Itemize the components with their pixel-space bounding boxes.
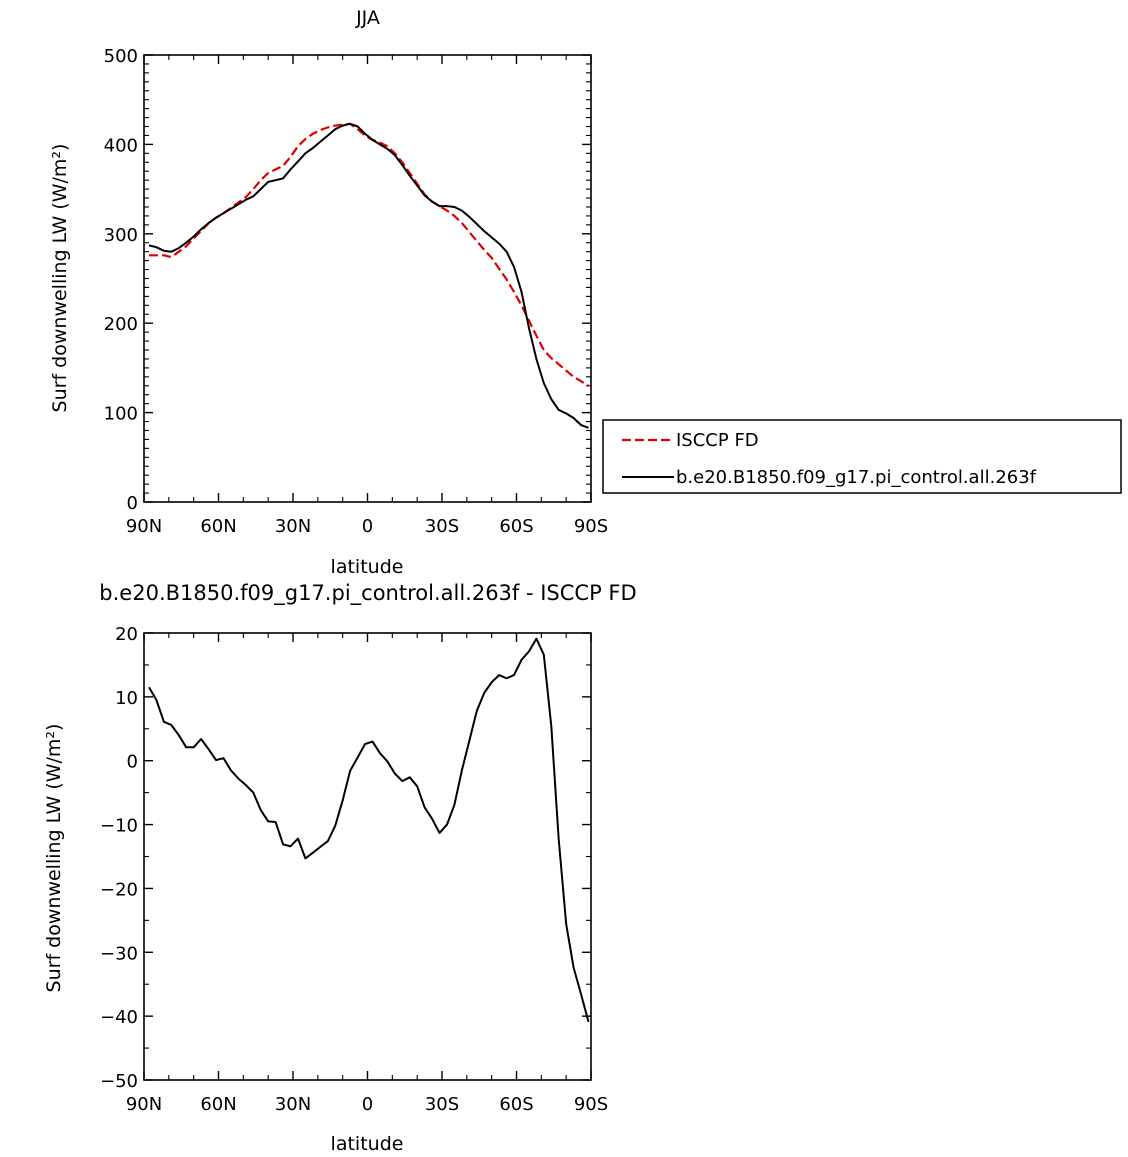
legend-entry-model: b.e20.B1850.f09_g17.pi_control.all.263f [676,467,1037,488]
top-x-tick-label: 30N [275,516,311,537]
top-x-tick-label: 90N [126,516,162,537]
bottom-x-tick-label: 30N [275,1094,311,1115]
bottom-chart-y-axis-label: Surf downwelling LW (W/m²) [43,724,65,993]
bottom-y-tick-label: 0 [127,752,138,773]
top-chart-title: JJA [355,7,380,29]
bottom-y-tick-label: −40 [100,1007,138,1028]
top-series-line-0 [149,122,590,387]
top-y-tick-label: 100 [104,404,138,425]
top-y-tick-label: 300 [104,225,138,246]
bottom-series-line-0 [148,637,590,1023]
top-chart-legend: ISCCP FD b.e20.B1850.f09_g17.pi_control.… [602,419,1122,494]
bottom-chart-title: b.e20.B1850.f09_g17.pi_control.all.263f … [99,581,636,606]
top-plot-frame [143,54,592,503]
top-x-tick-label: 60N [200,516,236,537]
legend-entry-isccp: ISCCP FD [676,430,759,451]
top-x-tick-label: 90S [574,516,608,537]
bottom-y-tick-label: −30 [100,943,138,964]
top-y-tick-label: 400 [104,135,138,156]
bottom-chart-panel: b.e20.B1850.f09_g17.pi_control.all.263f … [43,581,637,1155]
top-y-tick-label: 0 [127,493,138,514]
bottom-x-tick-label: 90S [574,1094,608,1115]
bottom-x-tick-label: 0 [362,1094,373,1115]
bottom-x-tick-label: 90N [126,1094,162,1115]
bottom-y-tick-label: 10 [115,688,138,709]
top-y-tick-label: 200 [104,314,138,335]
bottom-x-tick-label: 30S [425,1094,459,1115]
bottom-chart-x-axis-label: latitude [331,1133,404,1155]
top-x-tick-label: 60S [499,516,533,537]
top-x-tick-label: 30S [425,516,459,537]
top-y-tick-label: 500 [104,46,138,67]
top-chart-panel: JJA Surf downwelling LW (W/m²) latitude … [49,7,608,578]
bottom-plot-frame [143,632,592,1081]
top-series-line-1 [148,122,589,429]
legend-box [602,419,1122,494]
bottom-x-tick-label: 60N [200,1094,236,1115]
bottom-y-tick-label: −20 [100,879,138,900]
top-x-tick-label: 0 [362,516,373,537]
bottom-x-tick-label: 60S [499,1094,533,1115]
bottom-y-tick-label: −10 [100,816,138,837]
bottom-y-tick-label: −50 [100,1071,138,1092]
top-chart-y-axis-label: Surf downwelling LW (W/m²) [49,144,71,413]
top-chart-x-axis-label: latitude [331,556,404,578]
bottom-y-tick-label: 20 [115,624,138,645]
